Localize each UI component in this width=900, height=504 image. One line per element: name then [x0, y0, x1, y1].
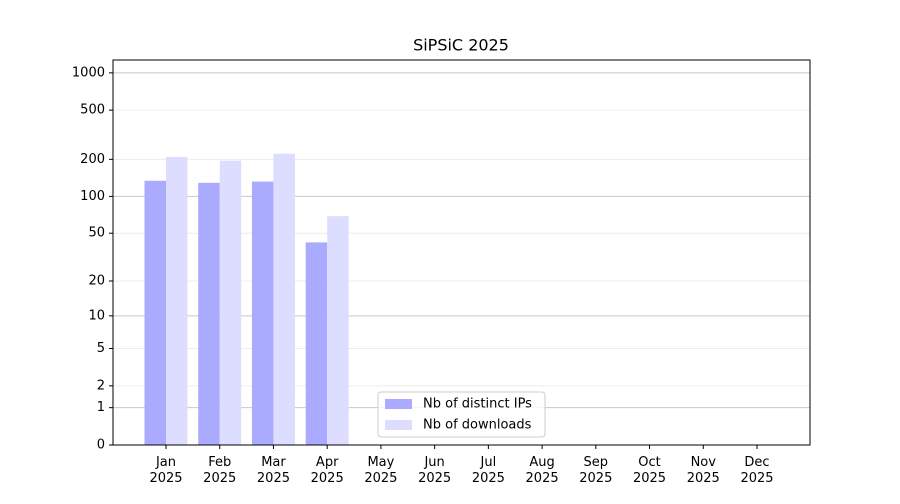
chart-title: SiPSiC 2025	[413, 36, 509, 55]
bar	[305, 242, 328, 445]
x-tick-label: Jul 2025	[472, 455, 505, 486]
legend-swatch	[385, 399, 412, 409]
bar	[251, 181, 274, 445]
y-tick-label: 100	[80, 189, 105, 204]
legend-label: Nb of downloads	[423, 418, 532, 433]
y-tick-label: 500	[80, 103, 105, 118]
x-tick-label: Jun 2025	[418, 455, 451, 486]
x-tick-label: Oct 2025	[633, 455, 666, 486]
plot-frame	[112, 59, 811, 446]
x-tick-label: Apr 2025	[311, 455, 344, 486]
x-tick-label: Sep 2025	[579, 455, 612, 486]
x-tick-label: Mar 2025	[257, 455, 290, 486]
x-tick-label: May 2025	[364, 455, 397, 486]
bar	[144, 180, 166, 445]
bar	[327, 216, 349, 445]
y-tick-label: 50	[88, 226, 105, 241]
y-tick-label: 1	[97, 400, 105, 415]
x-tick-label: Feb 2025	[203, 455, 236, 486]
bar	[166, 156, 188, 445]
x-tick-label: Dec 2025	[740, 455, 773, 486]
x-tick-label: Aug 2025	[526, 455, 559, 486]
y-tick-label: 10	[88, 308, 105, 323]
y-tick-label: 5	[97, 341, 105, 356]
bar	[219, 160, 242, 445]
y-tick-label: 1000	[72, 65, 105, 80]
y-tick-label: 0	[97, 438, 105, 453]
y-tick-label: 2	[97, 378, 105, 393]
legend-box	[377, 391, 546, 438]
x-tick-label: Nov 2025	[687, 455, 720, 486]
bar	[273, 153, 295, 445]
y-tick-label: 200	[80, 152, 105, 167]
legend-swatch	[385, 420, 412, 430]
bar	[198, 182, 220, 445]
legend-label: Nb of distinct IPs	[423, 397, 532, 412]
x-tick-label: Jan 2025	[149, 455, 182, 486]
y-tick-label: 20	[88, 274, 105, 289]
